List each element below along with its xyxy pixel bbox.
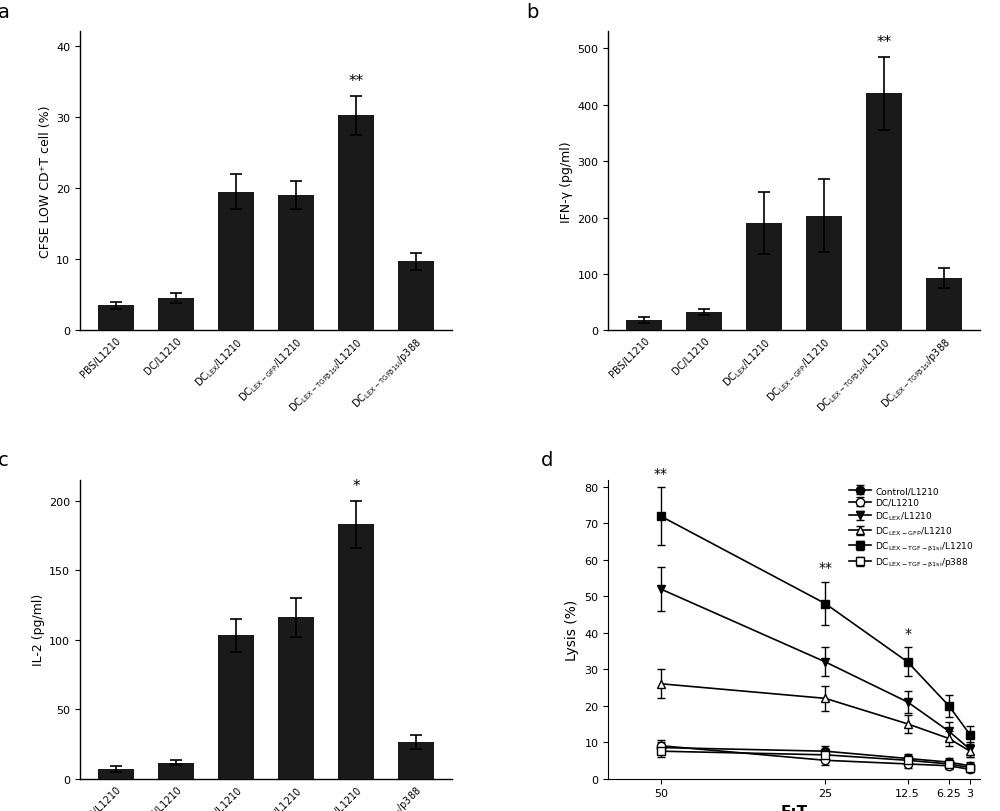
Bar [218, 636, 254, 779]
Bar [398, 742, 434, 779]
Text: **: ** [818, 560, 832, 575]
Bar [746, 224, 782, 331]
Text: c: c [0, 450, 9, 470]
Y-axis label: Lysis (%): Lysis (%) [565, 599, 579, 660]
Y-axis label: CFSE LOW CD⁺T cell (%): CFSE LOW CD⁺T cell (%) [39, 105, 52, 258]
Bar [806, 217, 842, 331]
Text: **: ** [348, 74, 364, 89]
Bar [158, 762, 194, 779]
Bar [926, 278, 962, 331]
Text: b: b [526, 2, 539, 22]
Legend: Control/L1210, DC/L1210, DC$_{\mathrm{LEX}}$/L1210, DC$_{\mathrm{LEX-GFP}}$/L121: Control/L1210, DC/L1210, DC$_{\mathrm{LE… [847, 485, 975, 571]
Bar [218, 192, 254, 331]
Text: a: a [0, 2, 10, 22]
Bar [278, 617, 314, 779]
Bar [338, 525, 374, 779]
Text: **: ** [876, 36, 892, 50]
Bar [98, 769, 134, 779]
X-axis label: E:T: E:T [780, 804, 808, 811]
Bar [866, 94, 902, 331]
Text: *: * [352, 478, 360, 493]
Bar [686, 313, 722, 331]
Bar [278, 196, 314, 331]
Bar [158, 299, 194, 331]
Y-axis label: IL-2 (pg/ml): IL-2 (pg/ml) [32, 594, 45, 665]
Bar [398, 262, 434, 331]
Text: **: ** [654, 466, 668, 480]
Bar [626, 321, 662, 331]
Bar [98, 306, 134, 331]
Text: *: * [904, 626, 911, 640]
Y-axis label: IFN-γ (pg/ml): IFN-γ (pg/ml) [560, 141, 573, 222]
Bar [338, 116, 374, 331]
Text: d: d [541, 450, 554, 470]
